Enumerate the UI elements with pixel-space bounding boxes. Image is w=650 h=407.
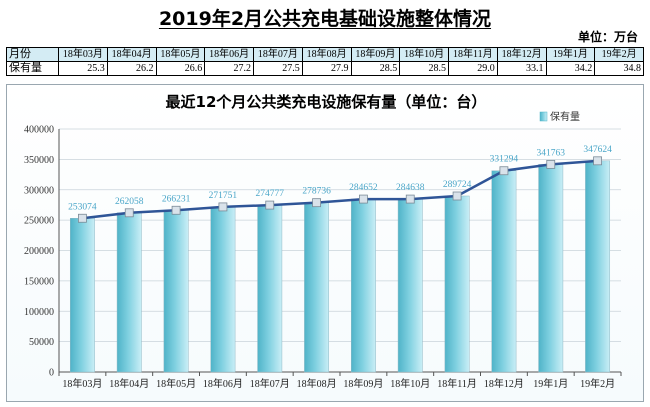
- chart-container: 最近12个月公共类充电设施保有量（单位：台） 保有量 0 50000 100000 150…: [6, 84, 644, 402]
- data-label: 278736: [302, 187, 331, 197]
- value-cell: 25.3: [58, 61, 108, 76]
- x-tick-label: 19年2月: [580, 377, 615, 390]
- row-label-months: 月份: [6, 47, 59, 62]
- month-header-cell: 18年10月: [399, 47, 449, 62]
- month-header-cell: 19年1月: [545, 47, 596, 62]
- month-header-cell: 18年11月: [448, 47, 498, 62]
- x-tick-label: 18年09月: [343, 377, 383, 390]
- value-cell: 34.2: [545, 61, 596, 76]
- month-header-cell: 18年08月: [301, 47, 352, 62]
- data-point-marker: [124, 208, 134, 218]
- data-label: 284638: [396, 183, 425, 193]
- y-tick-label: 50000: [29, 337, 54, 348]
- data-point-marker: [499, 166, 509, 176]
- month-header-cell: 18年09月: [350, 47, 401, 62]
- data-label: 271751: [209, 191, 238, 201]
- data-point-marker: [78, 213, 87, 223]
- data-label: 266231: [162, 194, 191, 204]
- data-label: 274777: [256, 189, 285, 199]
- summary-values-row: 保有量 25.3 26.2 26.6 27.2 27.5 27.9 28.5 28.5 29.0…: [6, 61, 644, 76]
- data-label: 331294: [490, 155, 519, 165]
- legend-swatch: [539, 111, 548, 122]
- y-tick-label: 250000: [24, 216, 54, 227]
- x-tick-label: 18年04月: [109, 377, 149, 390]
- unit-label: 单位：万台: [577, 30, 638, 44]
- data-point-marker: [218, 202, 228, 212]
- value-cell: 28.5: [350, 61, 401, 76]
- value-cell: 28.5: [399, 61, 449, 76]
- data-point-marker: [593, 156, 602, 166]
- data-point-marker: [171, 205, 181, 215]
- x-tick-label: 18年06月: [203, 377, 243, 390]
- x-tick-label: 18年10月: [390, 377, 430, 390]
- x-tick-label: 18年07月: [250, 377, 290, 390]
- bar-chart: 最近12个月公共类充电设施保有量（单位：台） 保有量 0 50000 100000 150…: [24, 93, 622, 390]
- data-label: 347624: [583, 145, 612, 155]
- x-tick-label: 18年11月: [437, 377, 477, 390]
- bar: [538, 164, 564, 373]
- data-label: 341763: [537, 148, 566, 158]
- summary-header-row: 月份 18年03月 18年04月 18年05月 18年06月 18年07月 18年08月 1…: [6, 47, 644, 62]
- bar: [304, 202, 330, 373]
- value-cell: 34.8: [594, 61, 644, 76]
- trend-line: [82, 159, 598, 220]
- value-cell: 29.0: [448, 61, 498, 76]
- summary-table: 月份 18年03月 18年04月 18年05月 18年06月 18年07月 18年08月 1…: [6, 47, 644, 76]
- x-tick-label: 19年1月: [533, 377, 568, 390]
- bar: [350, 198, 376, 373]
- chart-title: 最近12个月公共类充电设施保有量（单位：台）: [166, 93, 487, 111]
- month-header-cell: 18年04月: [106, 47, 157, 62]
- y-tick-label: 300000: [24, 185, 54, 196]
- month-header-cell: 19年2月: [594, 47, 644, 62]
- month-header-cell: 18年03月: [58, 47, 108, 62]
- x-tick-label: 18年03月: [62, 377, 102, 390]
- value-cell: 33.1: [496, 61, 547, 76]
- month-header-cell: 18年05月: [155, 47, 206, 62]
- value-cell: 26.2: [106, 61, 157, 76]
- bar: [444, 195, 470, 373]
- data-point-marker: [312, 198, 321, 208]
- data-label: 262058: [115, 197, 144, 207]
- value-cell: 27.9: [301, 61, 352, 76]
- y-tick-label: 0: [49, 368, 54, 379]
- value-cell: 26.6: [155, 61, 206, 76]
- y-tick-label: 150000: [24, 276, 54, 287]
- x-tick-label: 18年05月: [156, 377, 196, 390]
- x-tick-label: 18年08月: [297, 377, 337, 390]
- page-title-text: 2019年2月公共充电基础设施整体情况: [158, 8, 492, 30]
- bar: [163, 210, 189, 373]
- y-tick-label: 200000: [24, 246, 54, 257]
- y-tick-label: 100000: [24, 307, 54, 318]
- data-label: 253074: [68, 202, 97, 212]
- month-header-cell: 18年06月: [204, 47, 254, 62]
- bar: [257, 204, 283, 373]
- data-label: 284652: [349, 183, 378, 193]
- month-header-cell: 18年07月: [253, 47, 303, 62]
- row-label-values: 保有量: [6, 61, 59, 76]
- month-header-cell: 18年12月: [496, 47, 547, 62]
- value-cell: 27.2: [204, 61, 254, 76]
- x-tick-label: 18年12月: [484, 377, 524, 390]
- bar: [397, 198, 423, 373]
- legend-label: 保有量: [550, 110, 580, 123]
- bar: [585, 160, 611, 373]
- data-point-marker: [265, 200, 275, 210]
- data-label: 289724: [443, 180, 472, 190]
- data-point-marker: [546, 159, 556, 169]
- bar: [116, 212, 142, 373]
- y-tick-label: 350000: [24, 155, 54, 166]
- bar: [491, 170, 517, 373]
- y-tick-label: 400000: [24, 125, 54, 136]
- bar: [69, 218, 95, 373]
- data-point-marker: [452, 191, 462, 201]
- value-cell: 27.5: [253, 61, 303, 76]
- bar: [210, 206, 236, 373]
- page-title: 2019年2月公共充电基础设施整体情况: [0, 4, 650, 30]
- data-point-marker: [405, 194, 415, 204]
- data-point-marker: [359, 194, 368, 204]
